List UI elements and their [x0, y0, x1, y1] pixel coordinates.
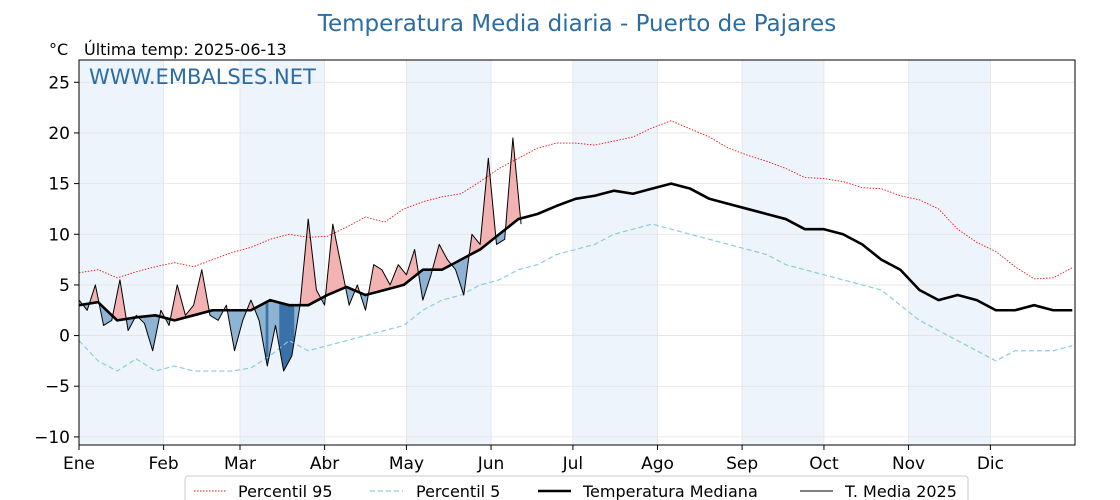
x-tick-label-ago: Ago — [641, 454, 674, 474]
chart-title: Temperatura Media diaria - Puerto de Paj… — [317, 11, 836, 37]
x-tick-label-ene: Ene — [63, 454, 95, 474]
x-tick-label-jul: Jul — [562, 454, 584, 474]
x-tick-label-oct: Oct — [809, 454, 839, 474]
y-tick-label: −10 — [34, 428, 70, 448]
plot-frame — [78, 59, 1076, 446]
month-band-jul — [572, 60, 658, 445]
legend: Percentil 95 Percentil 5 Temperatura Med… — [184, 475, 969, 500]
legend-label-p95: Percentil 95 — [238, 482, 333, 500]
legend-label-current: T. Media 2025 — [844, 482, 957, 500]
y-tick-label: 0 — [59, 327, 70, 347]
plot-area: 25 20 15 10 5 0 −5 −10 Ene Feb Mar Abr May Jun Jul Ago S… — [34, 59, 1076, 474]
y-tick-label: 15 — [48, 175, 70, 195]
x-tick-label-may: May — [389, 454, 424, 474]
x-tick-label-sep: Sep — [726, 454, 758, 474]
watermark: WWW.EMBALSES.NET — [89, 65, 316, 89]
month-band-nov — [908, 60, 991, 445]
legend-box — [184, 475, 969, 500]
last-update-label: Última temp: 2025-06-13 — [84, 40, 287, 59]
month-band-may — [406, 60, 492, 445]
legend-label-median: Temperatura Mediana — [582, 482, 758, 500]
month-band-sep — [742, 60, 824, 445]
x-tick-label-mar: Mar — [224, 454, 256, 474]
y-tick-label: 10 — [48, 225, 70, 245]
x-tick-label-dic: Dic — [977, 454, 1004, 474]
y-tick-label: 25 — [48, 73, 70, 93]
series-line-p5 — [78, 223, 1073, 372]
month-band-ene — [79, 60, 164, 445]
x-tick-label-jun: Jun — [477, 454, 505, 474]
y-tick-label: 20 — [48, 124, 70, 144]
y-tick-label: 5 — [59, 276, 70, 296]
series-line-p95 — [78, 120, 1073, 280]
x-tick-label-abr: Abr — [310, 454, 339, 474]
series-line-median — [78, 182, 1073, 322]
legend-label-p5: Percentil 5 — [416, 482, 500, 500]
series-line-current — [78, 137, 522, 372]
y-tick-label: −5 — [45, 377, 70, 397]
x-tick-label-nov: Nov — [892, 454, 925, 474]
x-tick-label-feb: Feb — [149, 454, 179, 474]
y-unit-label: °C — [49, 40, 68, 59]
